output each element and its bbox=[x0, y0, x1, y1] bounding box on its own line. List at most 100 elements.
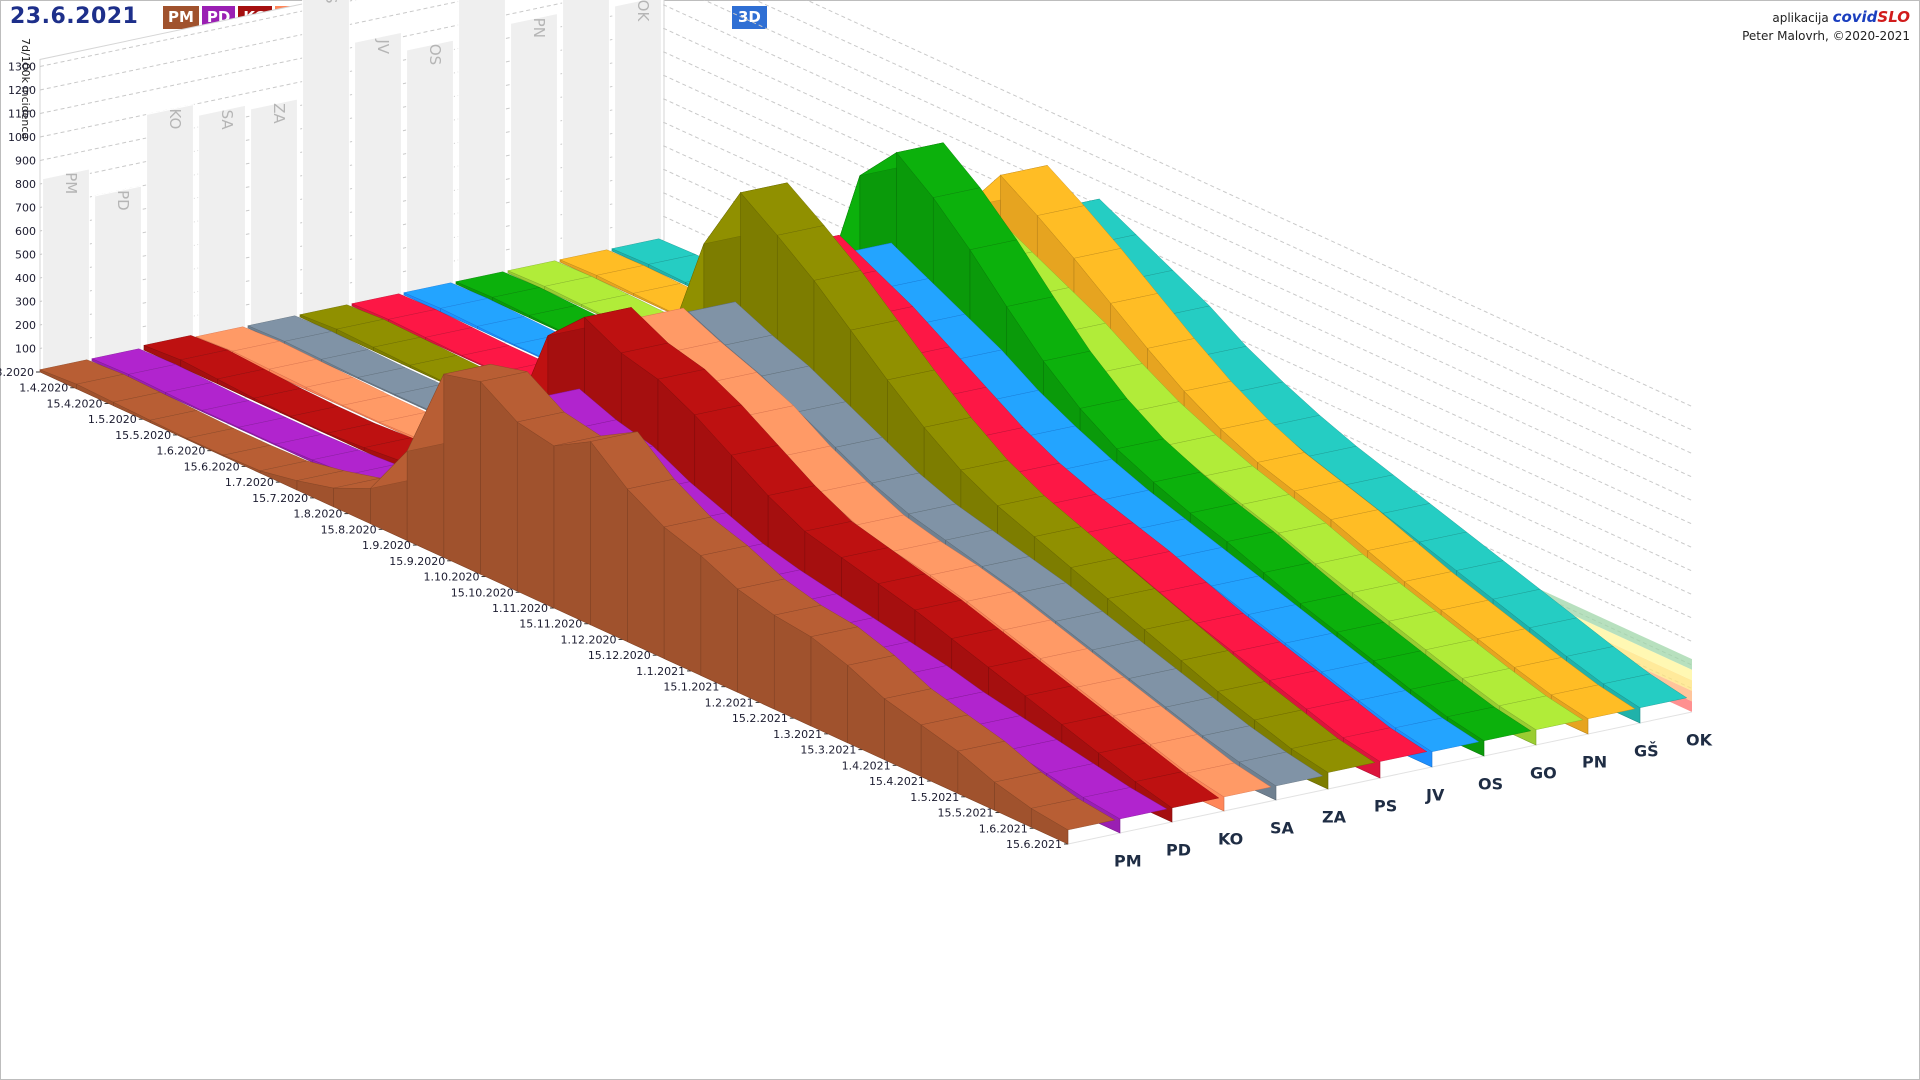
x-tick-label: 1.4.2021 bbox=[842, 759, 891, 772]
series-top bbox=[1290, 738, 1376, 773]
date-title: 23.6.2021 bbox=[10, 4, 139, 29]
peak-ghost-bar bbox=[614, 0, 662, 252]
y-tick-label: 600 bbox=[15, 225, 36, 238]
peak-ghost-label: OK bbox=[634, 0, 652, 22]
app-name[interactable]: covidSLO bbox=[1833, 8, 1910, 26]
region-label-GŠ: GŠ bbox=[1634, 742, 1659, 761]
y-tick-label: 1300 bbox=[8, 61, 36, 74]
region-label-ZA: ZA bbox=[1322, 808, 1347, 827]
x-tick-label: 15.2.2021 bbox=[732, 712, 788, 725]
region-label-KO: KO bbox=[1218, 830, 1243, 849]
series-top bbox=[1602, 673, 1688, 708]
y-tick-label: 1100 bbox=[8, 108, 36, 121]
region-label-PM: PM bbox=[1114, 852, 1142, 871]
peak-ghost-label: KO bbox=[166, 108, 184, 129]
region-label-GO: GO bbox=[1530, 764, 1557, 783]
credit: aplikacija covidSLO Peter Malovrh, ©2020… bbox=[1742, 8, 1910, 45]
x-tick-label: 15.6.2021 bbox=[1006, 838, 1062, 851]
peak-ghost-label: PS bbox=[322, 0, 340, 4]
series-top bbox=[1186, 762, 1272, 798]
x-tick-label: 15.3.2020 bbox=[0, 366, 34, 379]
y-gridline bbox=[39, 0, 1693, 454]
y-tick-label: 100 bbox=[15, 343, 36, 356]
x-tick-label: 1.6.2020 bbox=[156, 445, 205, 458]
x-tick-label: 15.9.2020 bbox=[389, 555, 445, 568]
series-face bbox=[553, 441, 592, 626]
series-face bbox=[443, 373, 481, 575]
x-tick-label: 1.10.2020 bbox=[423, 571, 479, 584]
toggle-3d-button[interactable]: 3D bbox=[732, 6, 767, 29]
series-top bbox=[1134, 771, 1220, 809]
x-tick-label: 15.5.2021 bbox=[937, 807, 993, 820]
y-gridline bbox=[39, 4, 1693, 478]
peak-ghost-bar bbox=[510, 12, 558, 274]
y-tick-label: 900 bbox=[15, 155, 36, 168]
x-tick-label: 1.7.2020 bbox=[225, 476, 274, 489]
series-face bbox=[516, 421, 555, 609]
y-tick-label: 300 bbox=[15, 296, 36, 309]
region-label-PS: PS bbox=[1374, 797, 1397, 816]
peak-ghost-label: ZA bbox=[270, 103, 288, 124]
x-tick-label: 15.10.2020 bbox=[451, 586, 514, 599]
peak-ghost-label: SA bbox=[218, 110, 236, 131]
region-button-pm[interactable]: PM bbox=[163, 6, 199, 29]
peak-ghost-label: PN bbox=[530, 18, 548, 38]
x-tick-label: 15.12.2020 bbox=[588, 649, 651, 662]
x-tick-label: 1.11.2020 bbox=[492, 602, 548, 615]
region-label-JV: JV bbox=[1425, 786, 1445, 805]
peak-ghost-bar bbox=[250, 98, 298, 329]
x-tick-label: 1.2.2021 bbox=[705, 696, 754, 709]
region-label-PN: PN bbox=[1582, 753, 1607, 772]
y-gridline bbox=[39, 168, 1693, 642]
y-gridline bbox=[39, 98, 1693, 572]
series-top bbox=[1342, 727, 1428, 762]
peak-ghost-bar bbox=[302, 0, 350, 318]
x-tick-label: 15.6.2020 bbox=[184, 460, 240, 473]
peak-ghost-bar bbox=[458, 0, 506, 285]
series-top bbox=[1238, 751, 1324, 787]
app-name-part-a: covid bbox=[1832, 8, 1878, 26]
x-tick-label: 15.5.2020 bbox=[115, 429, 171, 442]
y-tick-label: 700 bbox=[15, 202, 36, 215]
peak-ghost-bar bbox=[406, 39, 454, 296]
peak-ghost-label: PM bbox=[62, 172, 80, 194]
peak-ghost-bar bbox=[562, 0, 610, 263]
y-tick-label: 1200 bbox=[8, 84, 36, 97]
y-gridline bbox=[39, 192, 1693, 666]
y-axis-label: 7d/100k incidenca bbox=[19, 38, 32, 140]
x-tick-label: 1.3.2021 bbox=[773, 728, 822, 741]
y-gridline bbox=[39, 121, 1693, 595]
series-top bbox=[1082, 787, 1168, 820]
series-top bbox=[1030, 798, 1116, 831]
x-tick-label: 15.11.2020 bbox=[519, 618, 582, 631]
series-top bbox=[1446, 706, 1532, 741]
x-tick-label: 1.8.2020 bbox=[293, 508, 342, 521]
x-tick-label: 15.4.2021 bbox=[869, 775, 925, 788]
peak-ghost-label: OS bbox=[426, 44, 444, 65]
peak-ghost-label: PD bbox=[114, 190, 132, 211]
series-top bbox=[1394, 717, 1480, 752]
peak-ghost-label: JV bbox=[374, 38, 392, 54]
x-tick-label: 15.4.2020 bbox=[47, 397, 103, 410]
x-tick-label: 1.1.2021 bbox=[636, 665, 685, 678]
region-label-OS: OS bbox=[1478, 775, 1503, 794]
y-gridline bbox=[39, 51, 1693, 525]
y-tick-label: 500 bbox=[15, 249, 36, 262]
y-tick-label: 1000 bbox=[8, 131, 36, 144]
y-tick-label: 200 bbox=[15, 319, 36, 332]
series-top bbox=[1550, 684, 1636, 719]
credit-prefix: aplikacija bbox=[1772, 11, 1829, 25]
y-gridline bbox=[39, 215, 1693, 689]
x-tick-label: 15.3.2021 bbox=[800, 744, 856, 757]
series-top bbox=[1498, 695, 1584, 730]
y-gridline bbox=[39, 0, 1693, 431]
x-tick-label: 1.6.2021 bbox=[979, 822, 1028, 835]
y-gridline bbox=[39, 74, 1693, 548]
y-gridline bbox=[39, 27, 1693, 501]
region-label-SA: SA bbox=[1270, 819, 1295, 838]
x-tick-label: 15.1.2021 bbox=[663, 681, 719, 694]
app-name-part-b: SLO bbox=[1877, 8, 1910, 26]
x-tick-label: 1.12.2020 bbox=[561, 633, 617, 646]
x-tick-label: 15.7.2020 bbox=[252, 492, 308, 505]
